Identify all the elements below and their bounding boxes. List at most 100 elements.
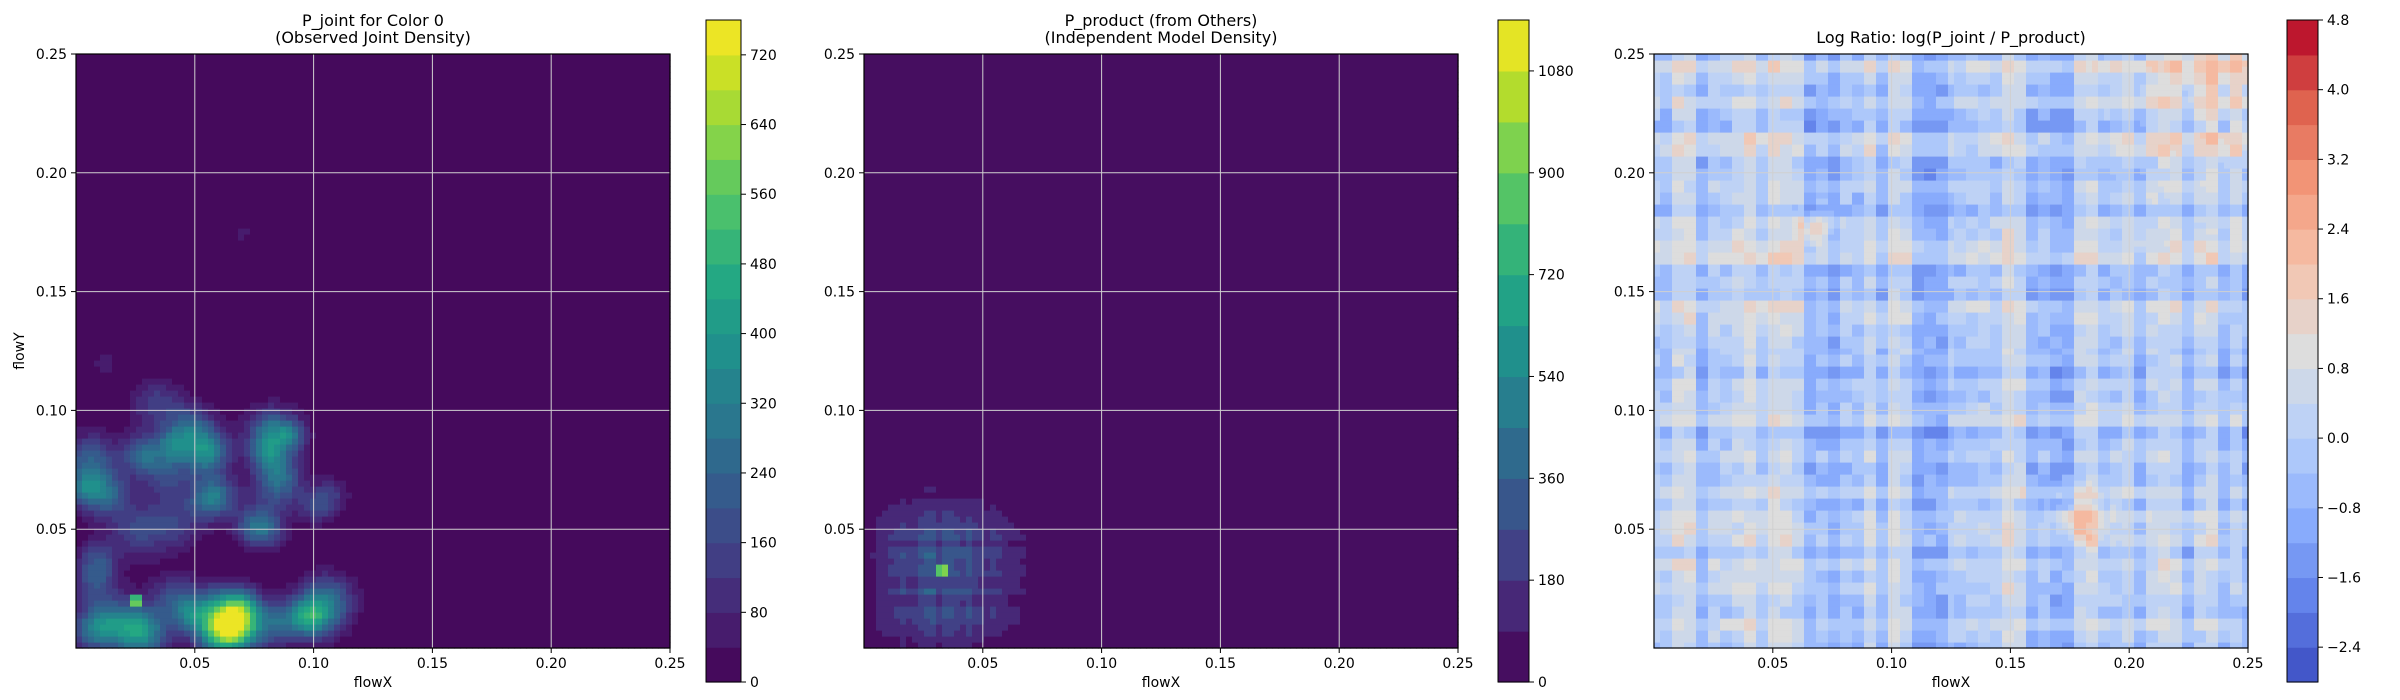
heatmap-cell [292, 384, 299, 391]
heatmap-cell [346, 126, 353, 133]
heatmap-cell [142, 360, 149, 367]
heatmap-cell [190, 414, 197, 421]
heatmap-cell [220, 348, 227, 355]
heatmap-cell [124, 138, 131, 145]
heatmap-cell [256, 198, 263, 205]
heatmap-cell [286, 468, 293, 475]
heatmap-cell [142, 282, 149, 289]
heatmap-cell [124, 228, 131, 235]
heatmap-cell [370, 396, 377, 403]
heatmap-cell [148, 120, 155, 127]
heatmap-cell [328, 480, 335, 487]
heatmap-cell [208, 552, 215, 559]
heatmap-cell [88, 432, 95, 439]
heatmap-cell [364, 294, 371, 301]
heatmap-cell [160, 360, 167, 367]
heatmap-cell [346, 306, 353, 313]
heatmap-cell [184, 258, 191, 265]
heatmap-cell [232, 336, 239, 343]
heatmap-cell [184, 570, 191, 577]
heatmap-cell [256, 60, 263, 67]
heatmap-cell [184, 102, 191, 109]
heatmap-cell [148, 432, 155, 439]
heatmap-cell [238, 588, 245, 595]
heatmap-cell [292, 444, 299, 451]
heatmap-cell [82, 444, 89, 451]
heatmap-cell [76, 210, 83, 217]
heatmap-cell [256, 618, 263, 625]
heatmap-cell [214, 180, 221, 187]
heatmap-cell [154, 342, 161, 349]
heatmap-cell [250, 522, 257, 529]
heatmap-cell [112, 546, 119, 553]
heatmap-cell [196, 240, 203, 247]
heatmap-cell [244, 522, 251, 529]
heatmap-cell [358, 360, 365, 367]
heatmap-cell [106, 606, 113, 613]
heatmap-cell [238, 402, 245, 409]
heatmap-cell [262, 132, 269, 139]
heatmap-cell [76, 492, 83, 499]
heatmap-cell [298, 414, 305, 421]
heatmap-cell [202, 138, 209, 145]
heatmap-cell [94, 312, 101, 319]
heatmap-cell [316, 192, 323, 199]
heatmap-cell [226, 84, 233, 91]
heatmap-cell [160, 552, 167, 559]
heatmap-cell [220, 480, 227, 487]
heatmap-cell [286, 306, 293, 313]
heatmap-cell [148, 246, 155, 253]
heatmap-cell [100, 630, 107, 637]
heatmap-cell [274, 324, 281, 331]
heatmap-cell [238, 78, 245, 85]
heatmap-cell [238, 372, 245, 379]
heatmap-cell [316, 96, 323, 103]
heatmap-cell [304, 504, 311, 511]
heatmap-cell [358, 72, 365, 79]
heatmap-cell [136, 444, 143, 451]
heatmap-cell [214, 552, 221, 559]
heatmap-cell [178, 402, 185, 409]
heatmap-cell [298, 468, 305, 475]
heatmap-cell [250, 210, 257, 217]
heatmap-cell [238, 396, 245, 403]
heatmap-cell [148, 480, 155, 487]
heatmap-cell [190, 60, 197, 67]
heatmap-cell [208, 60, 215, 67]
heatmap-cell [118, 360, 125, 367]
heatmap-cell [376, 594, 383, 601]
heatmap-cell [304, 336, 311, 343]
heatmap-cell [100, 306, 107, 313]
heatmap-cell [118, 96, 125, 103]
heatmap-cell [94, 534, 101, 541]
heatmap-cell [148, 186, 155, 193]
heatmap-cell [232, 366, 239, 373]
heatmap-cell [280, 624, 287, 631]
heatmap-cell [130, 252, 137, 259]
heatmap-cell [160, 594, 167, 601]
heatmap-cell [304, 204, 311, 211]
heatmap-cell [262, 498, 269, 505]
heatmap-cell [274, 354, 281, 361]
heatmap-cell [148, 420, 155, 427]
heatmap-cell [304, 450, 311, 457]
heatmap-cell [280, 234, 287, 241]
heatmap-cell [364, 216, 371, 223]
heatmap-cell [154, 312, 161, 319]
heatmap-cell [250, 474, 257, 481]
heatmap-cell [292, 270, 299, 277]
heatmap-cell [160, 588, 167, 595]
heatmap-cell [370, 486, 377, 493]
heatmap-cell [262, 630, 269, 637]
heatmap-cell [208, 336, 215, 343]
heatmap-cell [358, 504, 365, 511]
heatmap-cell [118, 222, 125, 229]
heatmap-cell [112, 630, 119, 637]
heatmap-cell [298, 270, 305, 277]
heatmap-cell [100, 378, 107, 385]
heatmap-cell [250, 552, 257, 559]
heatmap-cell [214, 504, 221, 511]
heatmap-cell [190, 474, 197, 481]
heatmap-cell [196, 480, 203, 487]
heatmap-cell [142, 384, 149, 391]
